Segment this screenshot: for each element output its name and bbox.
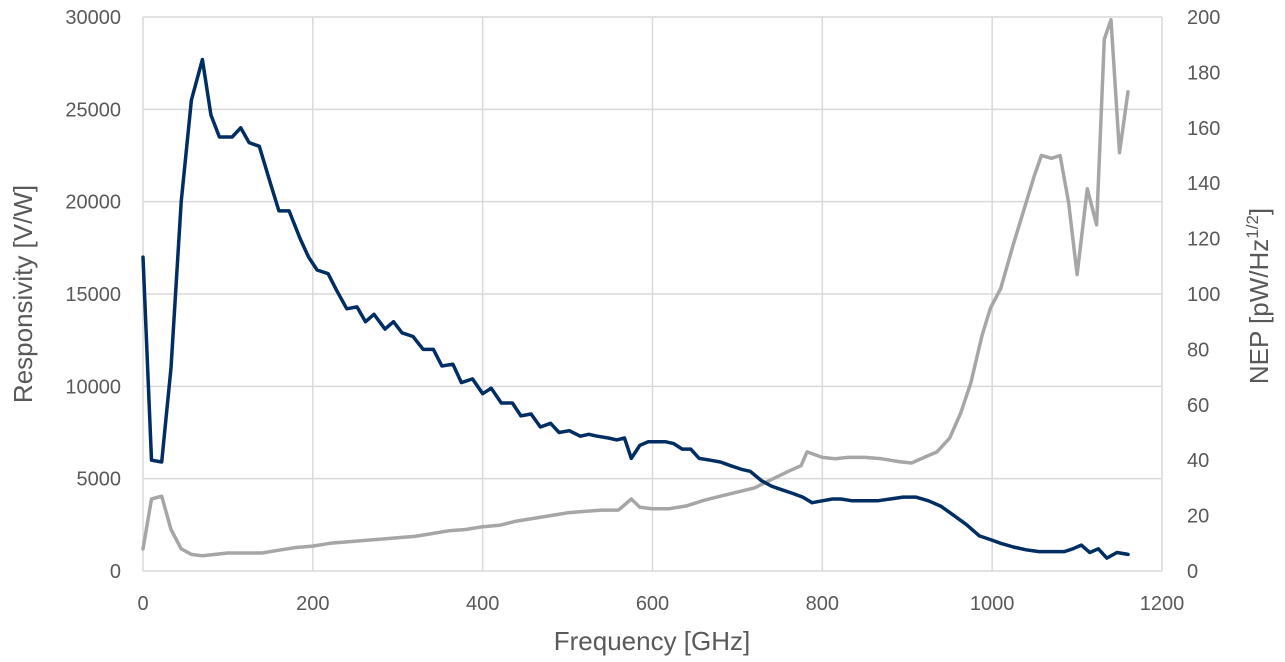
right-tick-label: 140 bbox=[1187, 173, 1220, 195]
left-tick-label: 15000 bbox=[65, 284, 121, 306]
responsivity-series-line bbox=[141, 57, 1130, 560]
left-tick-label: 25000 bbox=[65, 99, 121, 121]
x-tick-label: 400 bbox=[466, 593, 499, 615]
left-tick-label: 10000 bbox=[65, 376, 121, 398]
right-tick-label: 20 bbox=[1187, 506, 1209, 528]
left-tick-label: 30000 bbox=[65, 7, 121, 29]
x-tick-label: 200 bbox=[296, 593, 329, 615]
x-tick-label: 600 bbox=[636, 593, 669, 615]
x-tick-label: 1200 bbox=[1140, 593, 1185, 615]
x-axis-tick-labels: 0 200 400 600 800 1000 1200 bbox=[137, 593, 1184, 615]
left-tick-label: 5000 bbox=[77, 469, 122, 491]
left-tick-label: 0 bbox=[110, 561, 121, 583]
series-layer bbox=[141, 18, 1130, 560]
right-tick-label: 100 bbox=[1187, 284, 1220, 306]
right-axis-title-main: NEP [pW/Hz bbox=[1244, 239, 1274, 384]
right-axis-tick-labels: 0 20 40 60 80 100 120 140 160 180 200 bbox=[1187, 7, 1220, 583]
nep-series-line bbox=[141, 18, 1130, 558]
left-axis-title: Responsivity [V/W] bbox=[8, 185, 38, 403]
right-axis-title-end: ] bbox=[1244, 208, 1274, 215]
grid bbox=[142, 16, 1163, 572]
left-axis-tick-labels: 0 5000 10000 15000 20000 25000 30000 bbox=[65, 7, 121, 583]
right-axis-title-superscript: 1/2 bbox=[1243, 215, 1262, 239]
x-tick-label: 0 bbox=[137, 593, 148, 615]
right-tick-label: 0 bbox=[1187, 561, 1198, 583]
x-tick-label: 1000 bbox=[970, 593, 1015, 615]
right-tick-label: 40 bbox=[1187, 450, 1209, 472]
x-tick-label: 800 bbox=[806, 593, 839, 615]
left-tick-label: 20000 bbox=[65, 192, 121, 214]
right-tick-label: 180 bbox=[1187, 62, 1220, 84]
right-axis-title: NEP [pW/Hz1/2] bbox=[1243, 208, 1274, 384]
right-tick-label: 120 bbox=[1187, 229, 1220, 251]
x-axis-title: Frequency [GHz] bbox=[554, 626, 751, 656]
right-tick-label: 80 bbox=[1187, 339, 1209, 361]
right-tick-label: 60 bbox=[1187, 395, 1209, 417]
right-tick-label: 200 bbox=[1187, 7, 1220, 29]
right-tick-label: 160 bbox=[1187, 118, 1220, 140]
